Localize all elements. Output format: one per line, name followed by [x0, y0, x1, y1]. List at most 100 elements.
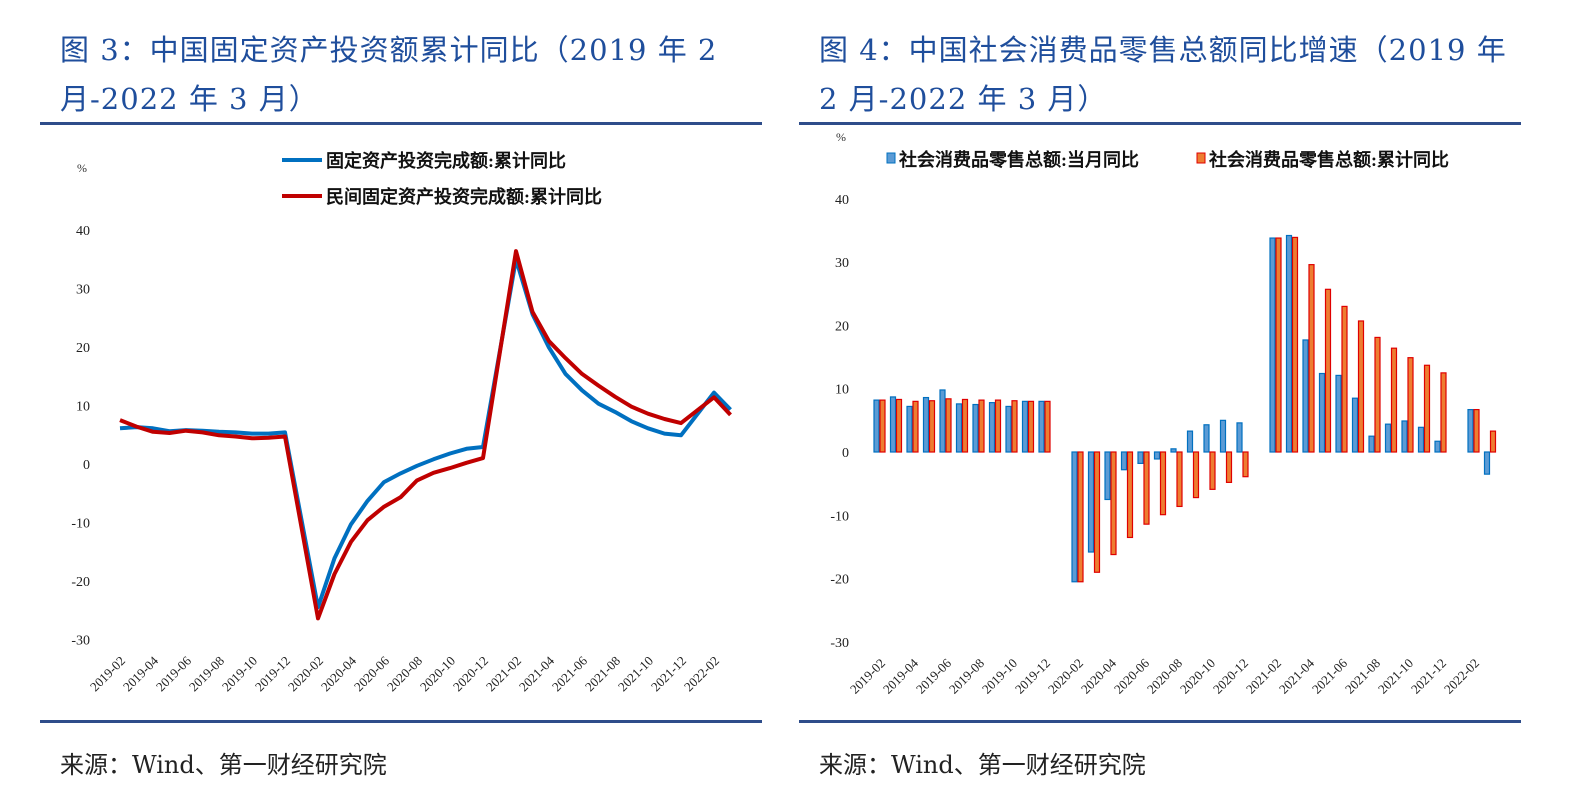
bar [1390, 347, 1398, 453]
bar [1401, 420, 1408, 453]
bar [1170, 448, 1177, 453]
legend-label: 民间固定资产投资完成额:累计同比 [326, 186, 602, 207]
y-tick-label: -20 [71, 575, 90, 590]
bar [1275, 237, 1282, 453]
line-chart: % 40 30 20 10 0 -10 -20 -30 2019-022019-042019-06… [71, 150, 732, 695]
y-tick-label: 30 [76, 283, 90, 298]
x-tick-label: 2019-06 [153, 653, 195, 695]
x-tick-label: 2020-04 [1078, 655, 1120, 697]
y-tick-label: 10 [835, 383, 849, 398]
x-tick-label: 2020-12 [1210, 655, 1251, 696]
x-tick-label: 2021-12 [648, 653, 689, 694]
bar [1384, 423, 1392, 453]
y-tick-label: 0 [83, 458, 90, 473]
x-tick-label: 2019-06 [913, 655, 955, 697]
x-tick-label: 2019-08 [946, 655, 987, 696]
bar [1153, 451, 1161, 460]
bar [1137, 451, 1144, 464]
bar [1192, 451, 1200, 499]
bar [1285, 234, 1293, 453]
bar [1087, 451, 1095, 553]
bar [1341, 305, 1348, 453]
legend-label: 社会消费品零售总额:累计同比 [1209, 149, 1449, 170]
bar [1407, 357, 1414, 453]
x-tick-label: 2021-10 [1375, 655, 1416, 696]
bar [1351, 397, 1359, 453]
bar [988, 402, 996, 453]
y-tick-label: -30 [830, 636, 849, 651]
y-tick-label: 0 [842, 446, 849, 461]
bar [1374, 336, 1381, 453]
x-tick-label: 2021-02 [483, 653, 524, 694]
bar [1203, 424, 1210, 453]
bar [1027, 400, 1035, 453]
bar [1291, 236, 1299, 453]
source-note: 来源：Wind、第一财经研究院 [60, 751, 387, 779]
bar [1236, 422, 1243, 453]
x-tick-label: 2022-02 [1441, 655, 1482, 696]
bar [1038, 400, 1045, 453]
bar [1186, 430, 1194, 453]
x-tick-label: 2021-08 [582, 653, 623, 694]
legend-swatch [886, 152, 896, 164]
x-tick-label: 2021-02 [1243, 655, 1284, 696]
bar [1302, 339, 1309, 453]
y-tick-label: 30 [835, 256, 849, 271]
legend-label: 固定资产投资完成额:累计同比 [326, 150, 566, 171]
y-tick-label: -30 [71, 634, 90, 649]
bar [1318, 372, 1326, 453]
bar [961, 398, 969, 453]
x-tick-label: 2020-06 [351, 653, 393, 695]
x-tick-label: 2021-08 [1342, 655, 1383, 696]
bar [1044, 400, 1051, 453]
x-tick-label: 2019-10 [979, 655, 1020, 696]
chart-title: 图 3：中国固定资产投资额累计同比（2019 年 2 月-2022 年 3 月） [60, 33, 718, 116]
y-tick-label: -10 [830, 509, 849, 524]
y-tick-label: 40 [835, 193, 849, 208]
bar [1176, 451, 1183, 508]
bar [1143, 451, 1150, 525]
bar [994, 399, 1002, 453]
x-tick-label: 2020-08 [1144, 655, 1185, 696]
x-tick-label: 2020-10 [1177, 655, 1218, 696]
x-tick-label: 2019-02 [87, 653, 128, 694]
bar [873, 399, 880, 453]
bar [978, 399, 985, 453]
bar [1269, 237, 1276, 453]
bar [945, 398, 952, 453]
bar-chart: % 40 30 20 10 0 -10 -20 -30 2019-022019-042019-06… [830, 130, 1497, 697]
y-tick-label: -20 [830, 573, 849, 588]
x-tick-label: 2021-06 [1309, 655, 1351, 697]
bar [1357, 320, 1365, 453]
x-tick-label: 2019-10 [219, 653, 260, 694]
x-tick-label: 2020-02 [285, 653, 326, 694]
bar [1440, 372, 1447, 453]
bar [1434, 440, 1441, 453]
x-tick-label: 2019-08 [186, 653, 227, 694]
panel-fixed-asset-investment: 图 3：中国固定资产投资额累计同比（2019 年 2 月-2022 年 3 月）… [40, 0, 762, 797]
bar [1209, 451, 1216, 490]
x-tick-label: 2019-04 [880, 655, 922, 697]
bar [1110, 451, 1117, 556]
bar [1159, 451, 1167, 516]
y-unit-label: % [77, 161, 87, 175]
bar [955, 403, 963, 453]
bar [879, 399, 886, 453]
bar [1324, 288, 1332, 453]
bar [1417, 426, 1425, 453]
series-line [119, 257, 732, 610]
legend-label: 社会消费品零售总额:当月同比 [899, 149, 1139, 170]
bar [1467, 408, 1474, 453]
bar [1011, 400, 1018, 453]
x-tick-label: 2019-02 [847, 655, 888, 696]
bar [1104, 451, 1111, 501]
source-note: 来源：Wind、第一财经研究院 [819, 751, 1146, 779]
x-tick-label: 2022-02 [681, 653, 722, 694]
y-tick-label: 20 [835, 319, 849, 334]
bar [1423, 364, 1431, 453]
x-tick-label: 2019-12 [252, 653, 293, 694]
bar [1483, 451, 1491, 475]
bar [895, 398, 903, 453]
bar [922, 396, 930, 453]
bar [1473, 408, 1480, 453]
